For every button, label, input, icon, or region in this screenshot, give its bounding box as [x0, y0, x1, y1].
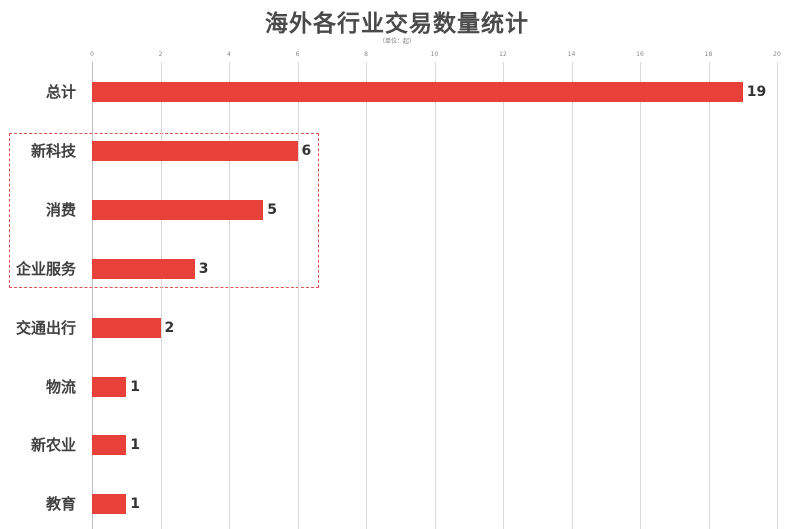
category-label: 消费: [45, 201, 76, 219]
bar: [92, 377, 127, 397]
category-label: 新农业: [30, 436, 76, 454]
x-tick-label: 6: [295, 51, 300, 58]
bar: [92, 494, 127, 514]
gridline: [298, 62, 299, 529]
gridline: [572, 62, 573, 529]
gridline: [709, 62, 710, 529]
x-tick-label: 18: [704, 51, 713, 58]
value-label: 3: [198, 261, 209, 277]
category-label: 物流: [45, 378, 76, 396]
bar: [92, 318, 161, 338]
category-label: 总计: [45, 83, 76, 101]
gridline: [777, 62, 778, 529]
x-tick-label: 16: [636, 51, 644, 58]
x-tick-label: 8: [364, 51, 368, 58]
x-tick-label: 2: [158, 51, 163, 58]
gridline: [640, 62, 641, 529]
x-tick-label: 10: [430, 51, 439, 58]
gridline: [229, 62, 230, 529]
value-label: 1: [130, 379, 140, 395]
category-label: 交通出行: [15, 319, 76, 337]
x-tick-label: 0: [90, 51, 94, 58]
chart-unit-subtitle: （单位：起）: [378, 38, 415, 45]
chart-title: 海外各行业交易数量统计: [265, 11, 529, 37]
gridline: [503, 62, 504, 529]
value-label: 1: [130, 437, 140, 453]
category-axis-line: [92, 62, 93, 529]
highlight-dashed-box: [9, 133, 319, 288]
value-label: 2: [164, 320, 175, 336]
category-label: 企业服务: [15, 260, 76, 278]
bar: [92, 141, 298, 161]
value-label: 1: [130, 496, 140, 512]
x-tick-label: 12: [499, 51, 507, 58]
x-tick-label: 4: [227, 51, 231, 58]
x-tick-label: 20: [773, 51, 781, 58]
gridline: [161, 62, 162, 529]
value-label: 19: [746, 84, 767, 100]
bar: [92, 259, 195, 279]
bar: [92, 435, 127, 455]
gridline: [366, 62, 367, 529]
bar: [92, 82, 743, 102]
gridline: [435, 62, 436, 529]
value-label: 5: [267, 202, 277, 218]
bar: [92, 200, 264, 220]
category-label: 教育: [45, 495, 76, 513]
x-tick-label: 14: [567, 51, 576, 58]
category-label: 新科技: [30, 142, 76, 160]
value-label: 6: [301, 143, 312, 159]
